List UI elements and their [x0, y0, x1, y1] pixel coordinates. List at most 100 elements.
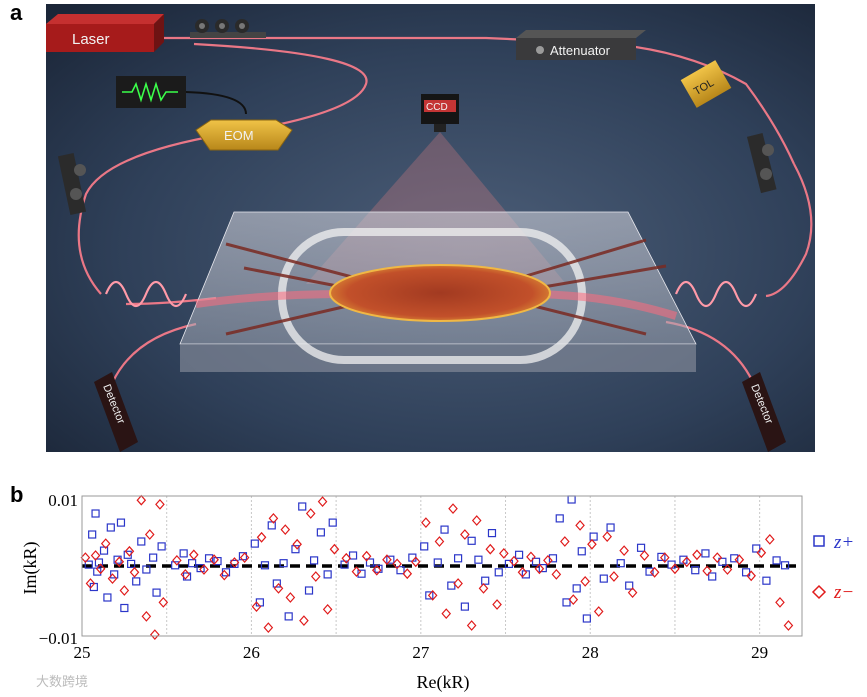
- z-minus-point: [361, 550, 372, 562]
- z-plus-point: [386, 555, 395, 564]
- z-plus-point: [123, 550, 132, 559]
- z-minus-point: [329, 543, 340, 555]
- z-minus-point: [219, 569, 230, 581]
- z-minus-point: [141, 610, 152, 622]
- z-plus-point: [267, 521, 276, 530]
- z-minus-point: [155, 498, 165, 510]
- z-plus-point: [110, 570, 119, 579]
- z-plus-point: [562, 598, 571, 607]
- z-plus-point: [116, 518, 126, 527]
- z-plus-point: [645, 567, 654, 576]
- z-plus-point: [323, 570, 332, 579]
- ccd-camera: CCD: [421, 94, 459, 132]
- chart-grid: [166, 496, 761, 636]
- laser-unit: Laser: [46, 14, 164, 52]
- z-plus-point: [762, 576, 771, 585]
- x-tick-label: 28: [582, 643, 599, 662]
- z-minus-point: [80, 552, 91, 564]
- z-minus-point: [322, 603, 333, 615]
- z-plus-point: [127, 559, 136, 569]
- eom-label: EOM: [224, 128, 254, 143]
- z-plus-point: [440, 525, 449, 534]
- x-axis-label: Re(kR): [417, 672, 470, 693]
- z-plus-point: [316, 528, 325, 537]
- z-minus-point: [609, 571, 619, 582]
- z-minus-point: [593, 606, 604, 617]
- z-plus-point: [487, 528, 497, 538]
- z-plus-point: [120, 603, 129, 613]
- z-plus-point: [279, 559, 288, 568]
- panel-label-b: b: [10, 482, 24, 507]
- z-minus-point: [746, 570, 756, 582]
- z-minus-point: [619, 545, 629, 557]
- z-minus-point: [681, 556, 692, 568]
- z-minus-point: [299, 615, 309, 627]
- z-minus-point: [466, 620, 477, 631]
- z-plus-point: [708, 572, 717, 581]
- z-plus-point: [188, 559, 197, 568]
- chip-slab: [179, 211, 697, 372]
- x-tick-label: 27: [412, 643, 430, 662]
- z-minus-point: [310, 571, 321, 582]
- z-plus-point: [531, 557, 541, 566]
- z-plus-point: [204, 554, 214, 563]
- z-plus-point: [348, 551, 358, 560]
- z-minus-point: [775, 596, 785, 608]
- ccd-label: CCD: [426, 102, 448, 113]
- z-minus-point: [263, 622, 274, 634]
- z-minus-point: [509, 555, 519, 567]
- z-minus-point: [756, 547, 767, 559]
- z-minus-point: [453, 578, 463, 589]
- z-plus-point: [582, 614, 591, 623]
- z-minus-point: [722, 564, 733, 575]
- z-plus-point: [309, 556, 319, 565]
- z-plus-point: [298, 502, 307, 511]
- z-plus-point: [272, 579, 281, 588]
- eom-cable: [185, 91, 247, 115]
- legend: z+ z−: [811, 532, 854, 603]
- z-minus-point: [734, 554, 745, 566]
- z-minus-point: [670, 563, 680, 575]
- legend-z-minus: z−: [833, 582, 854, 603]
- z-minus-point: [560, 536, 570, 547]
- z-minus-point: [292, 538, 302, 550]
- z-minus-point: [392, 558, 402, 570]
- z-minus-point: [100, 538, 111, 550]
- z-minus-point: [95, 563, 106, 575]
- z-minus-point: [251, 601, 262, 613]
- z-plus-point: [481, 576, 490, 585]
- z-minus-point: [441, 608, 452, 620]
- z-plus-point: [157, 542, 166, 551]
- z-minus-point: [499, 547, 509, 559]
- tol-unit: TOL: [680, 60, 732, 108]
- attenuator-label: Attenuator: [550, 43, 611, 58]
- z-plus-point: [718, 557, 727, 566]
- watermark-text: 大数跨境: [36, 675, 88, 690]
- z-minus-point: [702, 565, 712, 577]
- z-plus-point: [196, 563, 205, 573]
- z-plus-point: [250, 539, 259, 548]
- z-plus-point: [99, 546, 109, 555]
- z-plus-point: [142, 565, 151, 574]
- z-plus-point: [137, 537, 146, 546]
- z-minus-point: [460, 529, 470, 540]
- z-plus-point: [453, 554, 463, 563]
- left-mirror-mount: [57, 152, 87, 216]
- top-mirror-mount: [190, 19, 266, 38]
- z-minus-point: [580, 575, 590, 587]
- z-plus-point: [780, 561, 790, 570]
- z-minus-point: [659, 552, 670, 564]
- z-plus-point: [132, 577, 141, 586]
- signal-generator: [116, 76, 186, 108]
- z-minus-point: [256, 531, 267, 543]
- z-plus-point: [589, 532, 598, 541]
- z-minus-point: [551, 568, 562, 580]
- z-plus-point: [701, 549, 710, 558]
- z-minus-point: [492, 599, 502, 610]
- z-plus-point: [494, 568, 503, 577]
- z-minus-point: [229, 557, 240, 568]
- z-minus-point: [692, 549, 702, 561]
- z-minus-point: [427, 589, 438, 601]
- laser-label: Laser: [72, 31, 110, 48]
- z-minus-point: [434, 536, 445, 547]
